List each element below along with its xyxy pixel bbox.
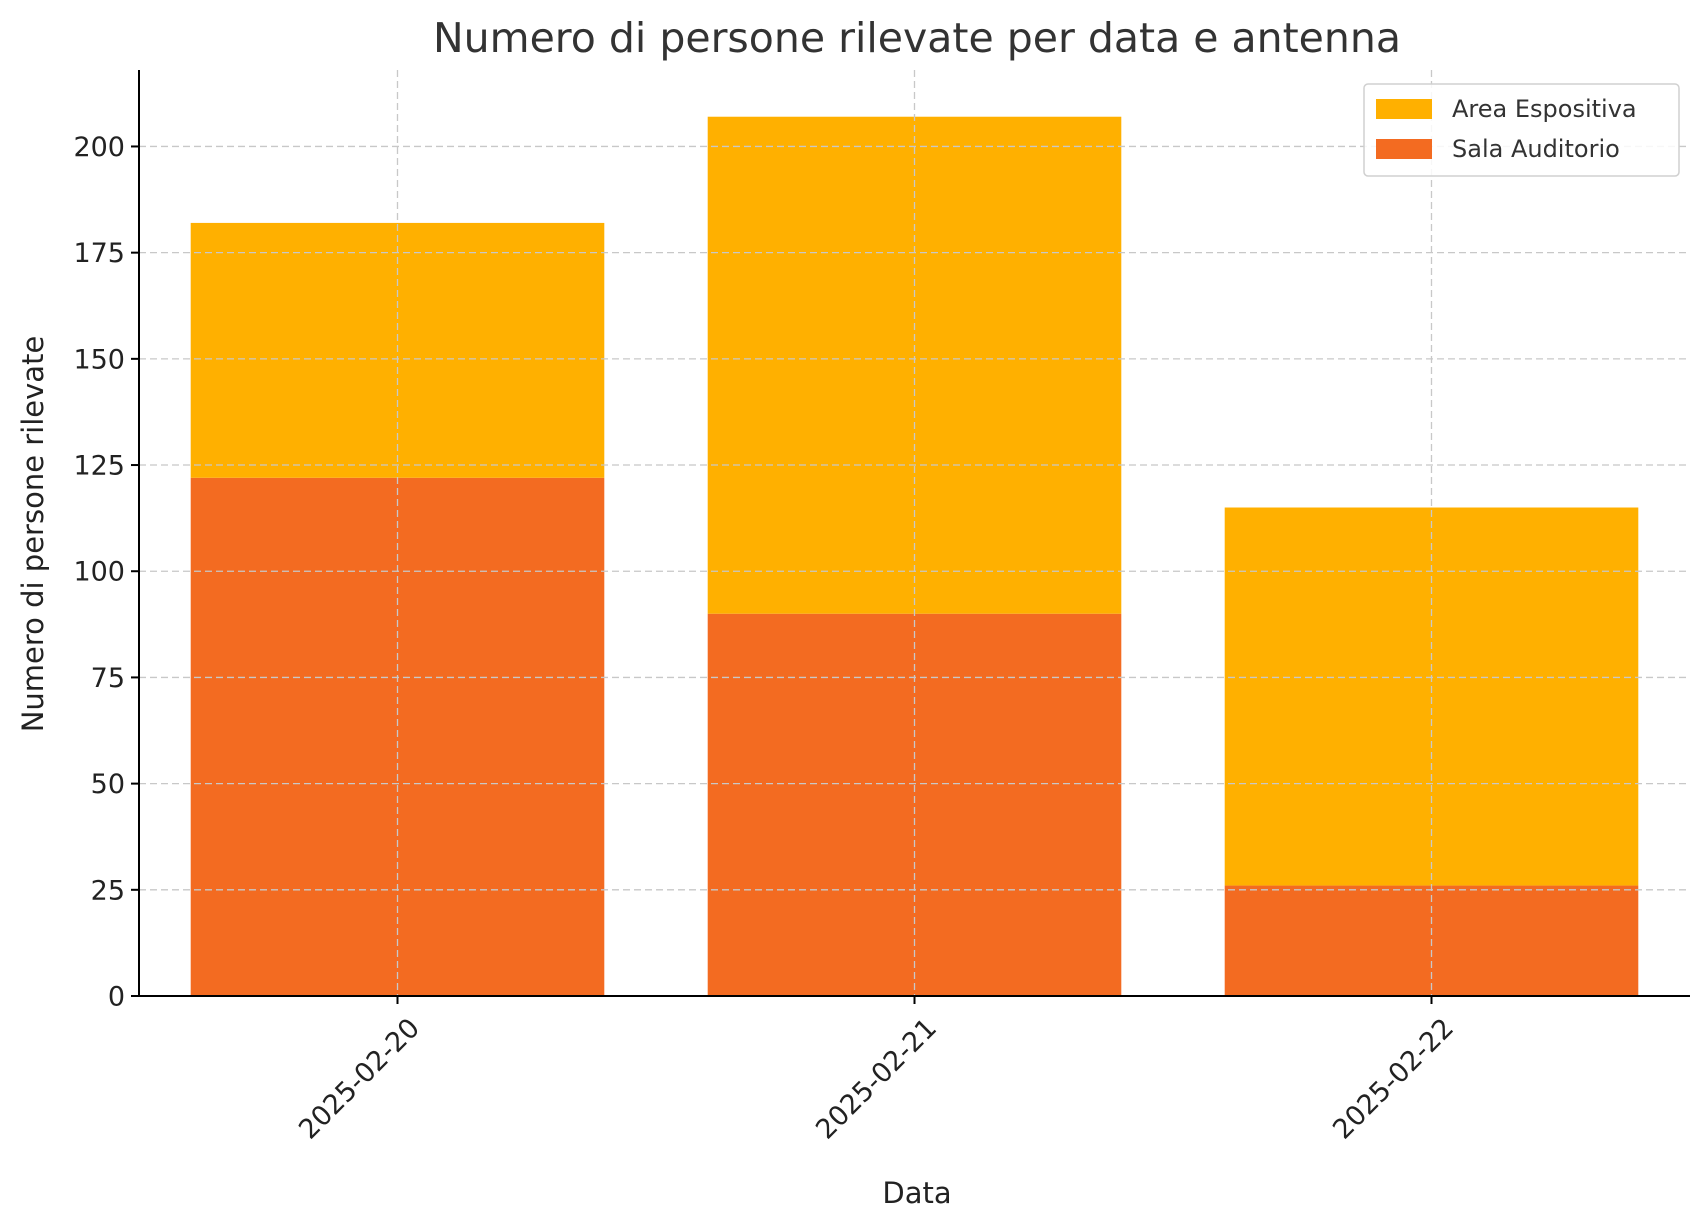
y-tick-label: 50 — [91, 769, 125, 800]
y-tick-label: 200 — [73, 132, 125, 163]
legend-swatch-sala-auditorio — [1376, 139, 1432, 159]
bar-sala-auditorio-2025-02-21 — [707, 613, 1122, 996]
chart-title: Numero di persone rilevate per data e an… — [433, 14, 1401, 62]
legend: Area Espositiva Sala Auditorio — [1363, 83, 1680, 177]
y-tick-label: 150 — [73, 344, 125, 375]
bar-area-espositiva-2025-02-22 — [1224, 507, 1639, 886]
y-tick-label: 75 — [91, 663, 125, 694]
y-tick-label: 125 — [73, 451, 125, 482]
x-tick-label: 2025-02-20 — [293, 1013, 426, 1146]
x-tick-label: 2025-02-22 — [1327, 1013, 1460, 1146]
y-tick-label: 175 — [73, 238, 125, 269]
legend-swatch-area-espositiva — [1376, 99, 1432, 119]
legend-label-area-espositiva: Area Espositiva — [1452, 95, 1637, 123]
y-tick-label: 25 — [91, 875, 125, 906]
legend-frame — [1363, 83, 1680, 177]
bar-area-espositiva-2025-02-21 — [707, 116, 1122, 614]
legend-label-sala-auditorio: Sala Auditorio — [1452, 135, 1620, 163]
y-tick-label: 0 — [108, 982, 125, 1013]
grid-layer — [139, 70, 1690, 996]
x-tick-label: 2025-02-21 — [810, 1013, 943, 1146]
y-tick-label: 100 — [73, 557, 125, 588]
x-axis-label: Data — [882, 1176, 951, 1210]
y-axis-label: Numero di persone rilevate — [16, 336, 50, 733]
